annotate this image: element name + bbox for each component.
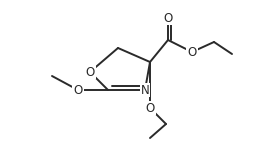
Text: N: N	[141, 83, 149, 97]
Text: O: O	[163, 12, 172, 24]
Text: O: O	[85, 65, 95, 79]
Text: O: O	[145, 101, 155, 115]
Text: O: O	[73, 83, 83, 97]
Text: O: O	[187, 45, 197, 59]
